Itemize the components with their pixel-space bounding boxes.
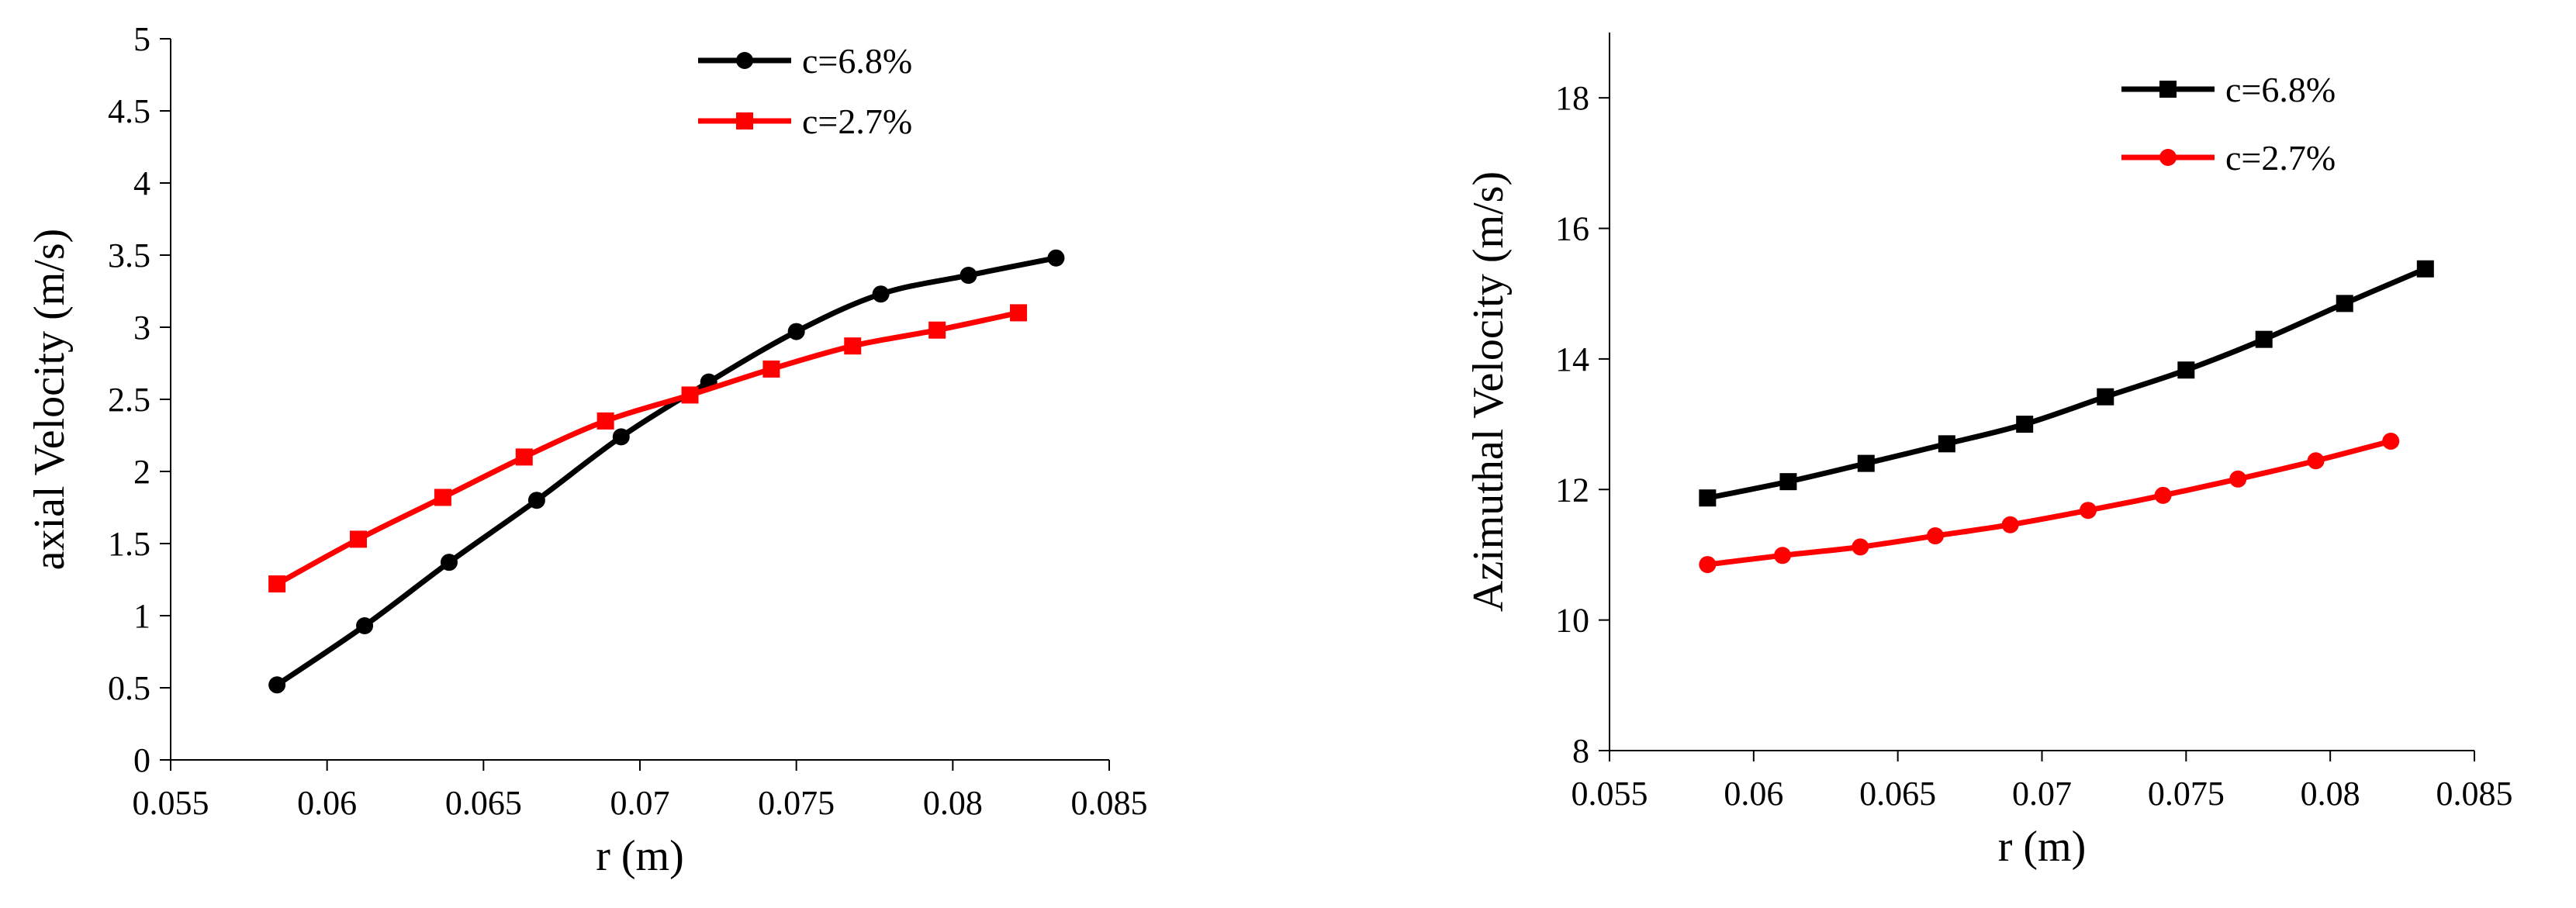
data-point bbox=[2336, 295, 2353, 312]
y-tick-label: 3.5 bbox=[108, 236, 150, 274]
data-point bbox=[268, 676, 286, 694]
data-point bbox=[1926, 527, 1944, 545]
data-point bbox=[928, 321, 946, 339]
data-point bbox=[787, 323, 805, 340]
data-point bbox=[612, 428, 630, 446]
data-point bbox=[2097, 388, 2114, 406]
y-tick-label: 4.5 bbox=[108, 92, 150, 130]
y-tick-label: 3 bbox=[133, 309, 150, 347]
y-tick-label: 14 bbox=[1555, 340, 1589, 378]
data-point bbox=[440, 554, 458, 571]
legend-label: c=6.8% bbox=[2225, 70, 2336, 109]
data-point bbox=[527, 492, 545, 509]
legend-label: c=2.7% bbox=[802, 102, 912, 141]
x-tick-label: 0.055 bbox=[1572, 775, 1648, 813]
legend-marker bbox=[736, 52, 753, 69]
legend-entry-1: c=6.8% bbox=[2121, 70, 2336, 109]
series-1 bbox=[268, 249, 1065, 694]
data-point bbox=[2416, 260, 2434, 278]
data-point bbox=[1857, 454, 1875, 472]
data-point bbox=[2154, 486, 2172, 504]
legend-label: c=6.8% bbox=[802, 41, 912, 81]
legend-marker bbox=[2159, 149, 2177, 166]
y-tick-label: 4 bbox=[133, 164, 150, 202]
data-point bbox=[1699, 489, 1717, 507]
data-point bbox=[1699, 556, 1717, 574]
y-tick-label: 0 bbox=[133, 741, 150, 779]
x-tick-label: 0.085 bbox=[2436, 775, 2513, 813]
data-point bbox=[2079, 502, 2097, 520]
data-point bbox=[2177, 361, 2195, 379]
data-point bbox=[2016, 416, 2034, 433]
data-point bbox=[2255, 330, 2273, 348]
data-point bbox=[960, 267, 977, 285]
legend-marker bbox=[736, 112, 753, 129]
data-point bbox=[2229, 470, 2247, 488]
x-tick-label: 0.07 bbox=[610, 784, 670, 822]
x-axis-title: r (m) bbox=[596, 832, 684, 880]
x-tick-label: 0.055 bbox=[133, 784, 209, 822]
y-tick-label: 16 bbox=[1555, 210, 1589, 248]
y-axis-title: Azimuthal Velocity (m/s) bbox=[1464, 171, 1513, 612]
data-point bbox=[2307, 452, 2325, 470]
data-point bbox=[844, 337, 862, 355]
series-2 bbox=[268, 304, 1028, 593]
series-1 bbox=[1699, 260, 2434, 507]
data-point bbox=[1774, 547, 1791, 564]
chart-2: 8 10 12 14 16 18 0.055 0.06 0.065 0.07 0.075 0.08 0.… bbox=[1464, 33, 2513, 871]
chart-1: 0 0.5 1 1.5 2 2.5 3 3.5 4 4.5 5 0.055 0.06 0.065 0.07 0… bbox=[26, 20, 1148, 880]
legend-entry-1: c=6.8% bbox=[698, 41, 912, 81]
data-point bbox=[268, 575, 286, 593]
legend-label: c=2.7% bbox=[2225, 138, 2336, 178]
x-tick-label: 0.065 bbox=[445, 784, 522, 822]
legend-marker bbox=[2159, 81, 2177, 98]
data-point bbox=[596, 412, 614, 430]
y-tick-label: 1 bbox=[133, 597, 150, 635]
series-line bbox=[1706, 438, 2392, 568]
y-tick-label: 2.5 bbox=[108, 381, 150, 419]
data-point bbox=[762, 360, 780, 378]
y-tick-label: 12 bbox=[1555, 471, 1589, 509]
y-tick-label: 8 bbox=[1572, 732, 1589, 770]
y-tick-label: 10 bbox=[1555, 602, 1589, 640]
legend-entry-2: c=2.7% bbox=[698, 102, 912, 141]
x-tick-label: 0.075 bbox=[758, 784, 835, 822]
y-tick-label: 0.5 bbox=[108, 669, 150, 707]
series-line bbox=[275, 309, 1019, 587]
data-point bbox=[681, 386, 699, 404]
y-axis-title: axial Velocity (m/s) bbox=[26, 229, 74, 571]
y-tick-label: 1.5 bbox=[108, 525, 150, 563]
x-tick-label: 0.07 bbox=[2012, 775, 2072, 813]
x-tick-label: 0.06 bbox=[297, 784, 357, 822]
x-tick-label: 0.08 bbox=[2301, 775, 2360, 813]
x-tick-label: 0.075 bbox=[2148, 775, 2225, 813]
x-tick-label: 0.065 bbox=[1859, 775, 1936, 813]
x-tick-label: 0.08 bbox=[923, 784, 983, 822]
x-axis-title: r (m) bbox=[1998, 823, 2087, 871]
data-point bbox=[1852, 538, 1869, 556]
data-point bbox=[350, 530, 367, 548]
data-point bbox=[872, 285, 890, 303]
y-tick-label: 5 bbox=[133, 20, 150, 58]
x-tick-label: 0.06 bbox=[1724, 775, 1783, 813]
data-point bbox=[515, 448, 533, 466]
data-point bbox=[1047, 249, 1065, 267]
series-2 bbox=[1699, 432, 2400, 574]
data-point bbox=[2382, 432, 2400, 450]
y-tick-label: 2 bbox=[133, 453, 150, 491]
y-tick-label: 18 bbox=[1555, 79, 1589, 117]
x-tick-label: 0.085 bbox=[1071, 784, 1148, 822]
data-point bbox=[1779, 473, 1797, 491]
series-line bbox=[275, 255, 1057, 688]
data-point bbox=[1938, 435, 1955, 453]
data-point bbox=[2001, 516, 2019, 533]
data-point bbox=[356, 617, 374, 635]
legend-entry-2: c=2.7% bbox=[2121, 138, 2336, 178]
series-line bbox=[1706, 266, 2427, 501]
data-point bbox=[1010, 304, 1028, 322]
data-point bbox=[434, 489, 451, 506]
